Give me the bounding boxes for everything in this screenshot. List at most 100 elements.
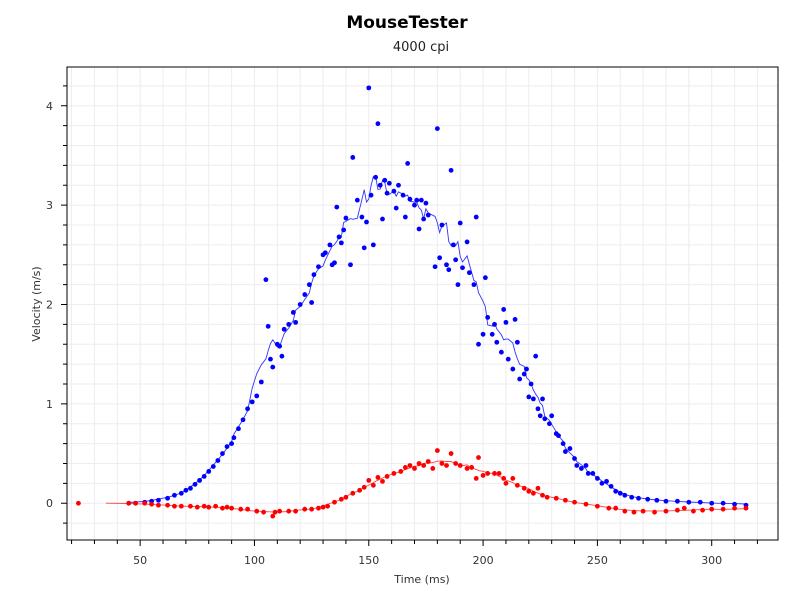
data-point-y [732, 505, 737, 511]
data-point-x [236, 426, 241, 432]
data-point-x [448, 167, 454, 173]
data-point-x [183, 487, 189, 493]
data-point-x [434, 126, 440, 132]
data-point-x [464, 239, 470, 245]
data-point-x [334, 204, 340, 210]
y-tick-label: 3 [46, 199, 53, 212]
data-point-y [514, 482, 520, 488]
data-point-y [652, 509, 657, 515]
data-point-x [521, 371, 527, 377]
data-point-x [197, 477, 202, 483]
y-tick-label: 1 [46, 398, 53, 411]
data-point-y [606, 505, 612, 511]
data-point-x [455, 282, 461, 288]
data-point-y [332, 499, 337, 505]
data-point-x [343, 215, 349, 221]
data-point-y [700, 507, 705, 513]
data-point-x [425, 212, 431, 218]
data-point-x [396, 182, 401, 188]
data-point-y [640, 508, 646, 514]
data-point-x [412, 202, 417, 208]
data-point-x [254, 393, 260, 399]
data-point-x [617, 490, 623, 496]
data-point-x [386, 180, 392, 186]
data-point-x [432, 264, 438, 270]
data-point-y [631, 509, 637, 515]
data-point-x [402, 214, 408, 220]
data-point-y [402, 465, 408, 470]
data-point-x [453, 257, 459, 263]
data-point-x [281, 326, 287, 332]
data-point-x [542, 416, 548, 422]
data-point-x [407, 196, 413, 202]
data-point-y [485, 471, 491, 476]
plot-area [76, 85, 749, 519]
data-point-x [556, 433, 561, 439]
data-point-x [268, 356, 273, 362]
data-point-x [375, 121, 381, 127]
data-point-x [613, 488, 619, 494]
series-line-y [105, 460, 747, 513]
data-point-x [245, 406, 251, 412]
data-point-y [229, 505, 235, 511]
data-point-y [521, 485, 527, 491]
data-point-y [380, 478, 385, 484]
data-point-y [544, 494, 550, 500]
data-point-y [407, 463, 413, 468]
data-point-x [482, 275, 488, 281]
data-point-x [309, 300, 315, 305]
data-point-x [540, 396, 545, 402]
data-point-y [663, 508, 669, 514]
data-point-x [192, 481, 198, 487]
data-point-x [498, 349, 504, 355]
data-point-x [720, 500, 726, 506]
series-line-x [128, 175, 747, 505]
data-point-x [368, 192, 374, 198]
data-point-x [636, 495, 641, 501]
data-point-x [338, 240, 344, 246]
data-point-y [416, 461, 422, 466]
data-point-y [675, 507, 680, 513]
data-point-y [743, 505, 749, 511]
data-point-y [503, 480, 509, 486]
x-tick-label: 200 [473, 554, 494, 567]
data-point-x [316, 264, 321, 270]
data-point-x [473, 214, 479, 220]
y-tick-label: 2 [46, 298, 53, 311]
data-point-y [133, 500, 138, 506]
data-point-x [503, 319, 509, 325]
data-point-y [439, 461, 445, 466]
data-point-x [279, 353, 285, 359]
y-tick-label: 4 [46, 100, 53, 113]
data-point-y [613, 505, 619, 511]
data-point-x [537, 413, 543, 419]
data-point-x [686, 499, 692, 505]
data-point-x [439, 222, 445, 228]
data-point-y [480, 473, 486, 478]
data-point-y [224, 504, 230, 510]
data-point-x [512, 316, 518, 322]
data-point-x [364, 219, 369, 225]
data-point-x [533, 353, 539, 359]
data-point-x [172, 492, 177, 498]
data-point-x [528, 381, 534, 387]
data-point-x [249, 399, 255, 405]
data-point-y [126, 500, 132, 506]
data-point-y [206, 504, 212, 510]
x-tick-label: 250 [587, 554, 608, 567]
data-point-x [377, 182, 383, 188]
data-point-x [297, 302, 303, 307]
data-point-y [384, 474, 390, 479]
x-tick-label: 300 [701, 554, 722, 567]
data-point-y [156, 502, 161, 508]
y-tick-label: 0 [46, 497, 53, 510]
data-point-y [535, 485, 541, 491]
data-point-x [578, 466, 584, 471]
data-point-x [220, 451, 225, 456]
data-point-x [380, 216, 385, 222]
data-point-x [311, 272, 317, 278]
data-point-x [414, 197, 420, 203]
data-point-x [290, 310, 296, 315]
data-point-y [213, 503, 219, 509]
